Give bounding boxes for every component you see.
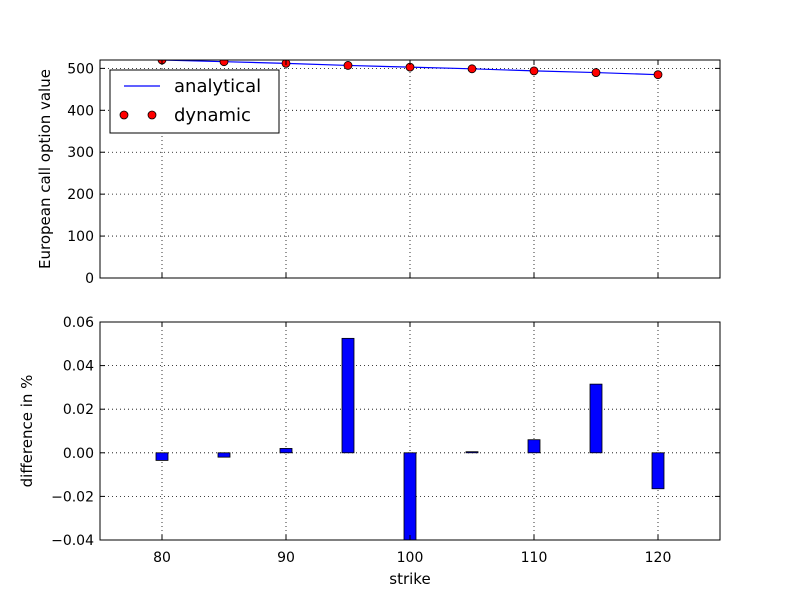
x-tick-label: 100 [397,550,424,566]
top-y-tick-label: 500 [67,61,94,77]
difference-chart: 80 90 100 110 120−0.04−0.020.000.020.040.06 … [18,315,721,588]
legend-frame [109,69,280,134]
dynamic-point [591,68,601,77]
top-y-tick-label: 300 [67,145,94,161]
legend-dynamic-marker-1 [119,110,129,120]
top-y-tick-label: 200 [67,187,94,203]
dynamic-point [529,66,539,76]
dynamic-point [219,60,229,67]
bottom-plot-area [155,337,665,540]
bottom-y-tick-label: −0.04 [51,533,94,549]
bottom-y-tick-label: 0.00 [63,446,94,462]
top-axis-ticks: 0 100 200 300 400 500 [67,60,720,287]
option-value-chart: 0 100 200 300 400 500 European call option va… [36,59,721,287]
legend-dynamic-label: dynamic [174,105,251,126]
bottom-y-tick-label: 0.06 [63,315,94,331]
dynamic-point [343,61,353,70]
bottom-axes-frame [99,321,721,541]
top-axes-frame [99,59,721,279]
dynamic-point [653,70,663,80]
difference-bar [217,452,231,458]
bottom-y-tick-label: −0.02 [51,489,94,505]
legend-analytical-label: analytical [174,76,261,97]
difference-bar [403,452,417,540]
difference-bar [279,448,293,454]
difference-bar [155,452,169,461]
difference-bar [341,337,355,454]
difference-bar [527,439,541,454]
bottom-y-tick-label: 0.04 [63,359,94,375]
bottom-axis-ticks: 80 90 100 110 120 −0.04 −0.02 0.00 0.02 0.04 0.06 [51,315,720,566]
top-y-axis-label: European call option value [36,69,54,269]
bottom-y-tick-label: 0.02 [63,402,94,418]
top-y-tick-label: 100 [67,229,94,245]
x-axis-label: strike [389,570,430,588]
difference-bar [465,451,479,454]
legend: analytical dynamic [109,69,280,134]
x-tick-label: 80 [153,550,171,566]
x-tick-label: 90 [277,550,295,566]
legend-dynamic-marker-2 [147,110,157,120]
difference-bar [589,383,603,454]
top-y-tick-label: 400 [67,103,94,119]
top-y-tick-label: 0 [85,271,94,287]
x-tick-label: 120 [645,550,672,566]
dynamic-point [467,64,477,74]
difference-bar [651,452,665,490]
bottom-y-axis-label: difference in % [18,375,36,488]
x-tick-label: 110 [521,550,548,566]
